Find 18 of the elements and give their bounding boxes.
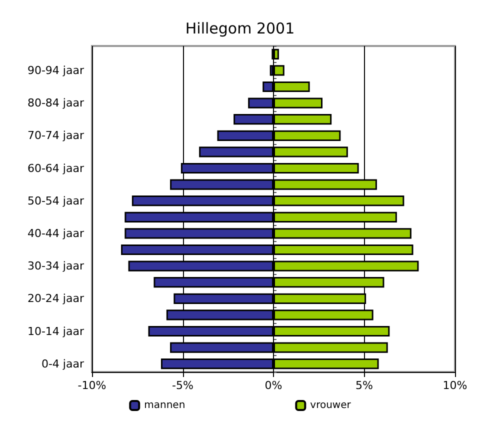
- legend-label: mannen: [144, 400, 186, 411]
- y-tick-label: 10-14 jaar: [27, 324, 84, 338]
- x-tick-label: -10%: [78, 379, 106, 392]
- legend-label: vrouwer: [310, 400, 352, 411]
- x-tick-label: 10%: [442, 379, 468, 392]
- y-tick-label: 80-84 jaar: [27, 96, 84, 110]
- y-tick-label: 20-24 jaar: [27, 292, 84, 306]
- x-tick-label: 0%: [264, 379, 282, 392]
- y-tick-label: 40-44 jaar: [27, 226, 84, 240]
- y-tick-label: 50-54 jaar: [27, 194, 84, 208]
- y-tick-label: 30-34 jaar: [27, 260, 84, 273]
- y-tick-label: 60-64 jaar: [27, 162, 84, 175]
- chart-title: Hillegom 2001: [185, 20, 295, 38]
- y-tick-label: 0-4 jaar: [41, 357, 84, 370]
- y-tick-label: 70-74 jaar: [27, 129, 84, 142]
- y-tick-label: 90-94 jaar: [27, 64, 84, 77]
- x-tick-label: -5%: [172, 379, 194, 392]
- x-tick-label: 5%: [356, 379, 373, 392]
